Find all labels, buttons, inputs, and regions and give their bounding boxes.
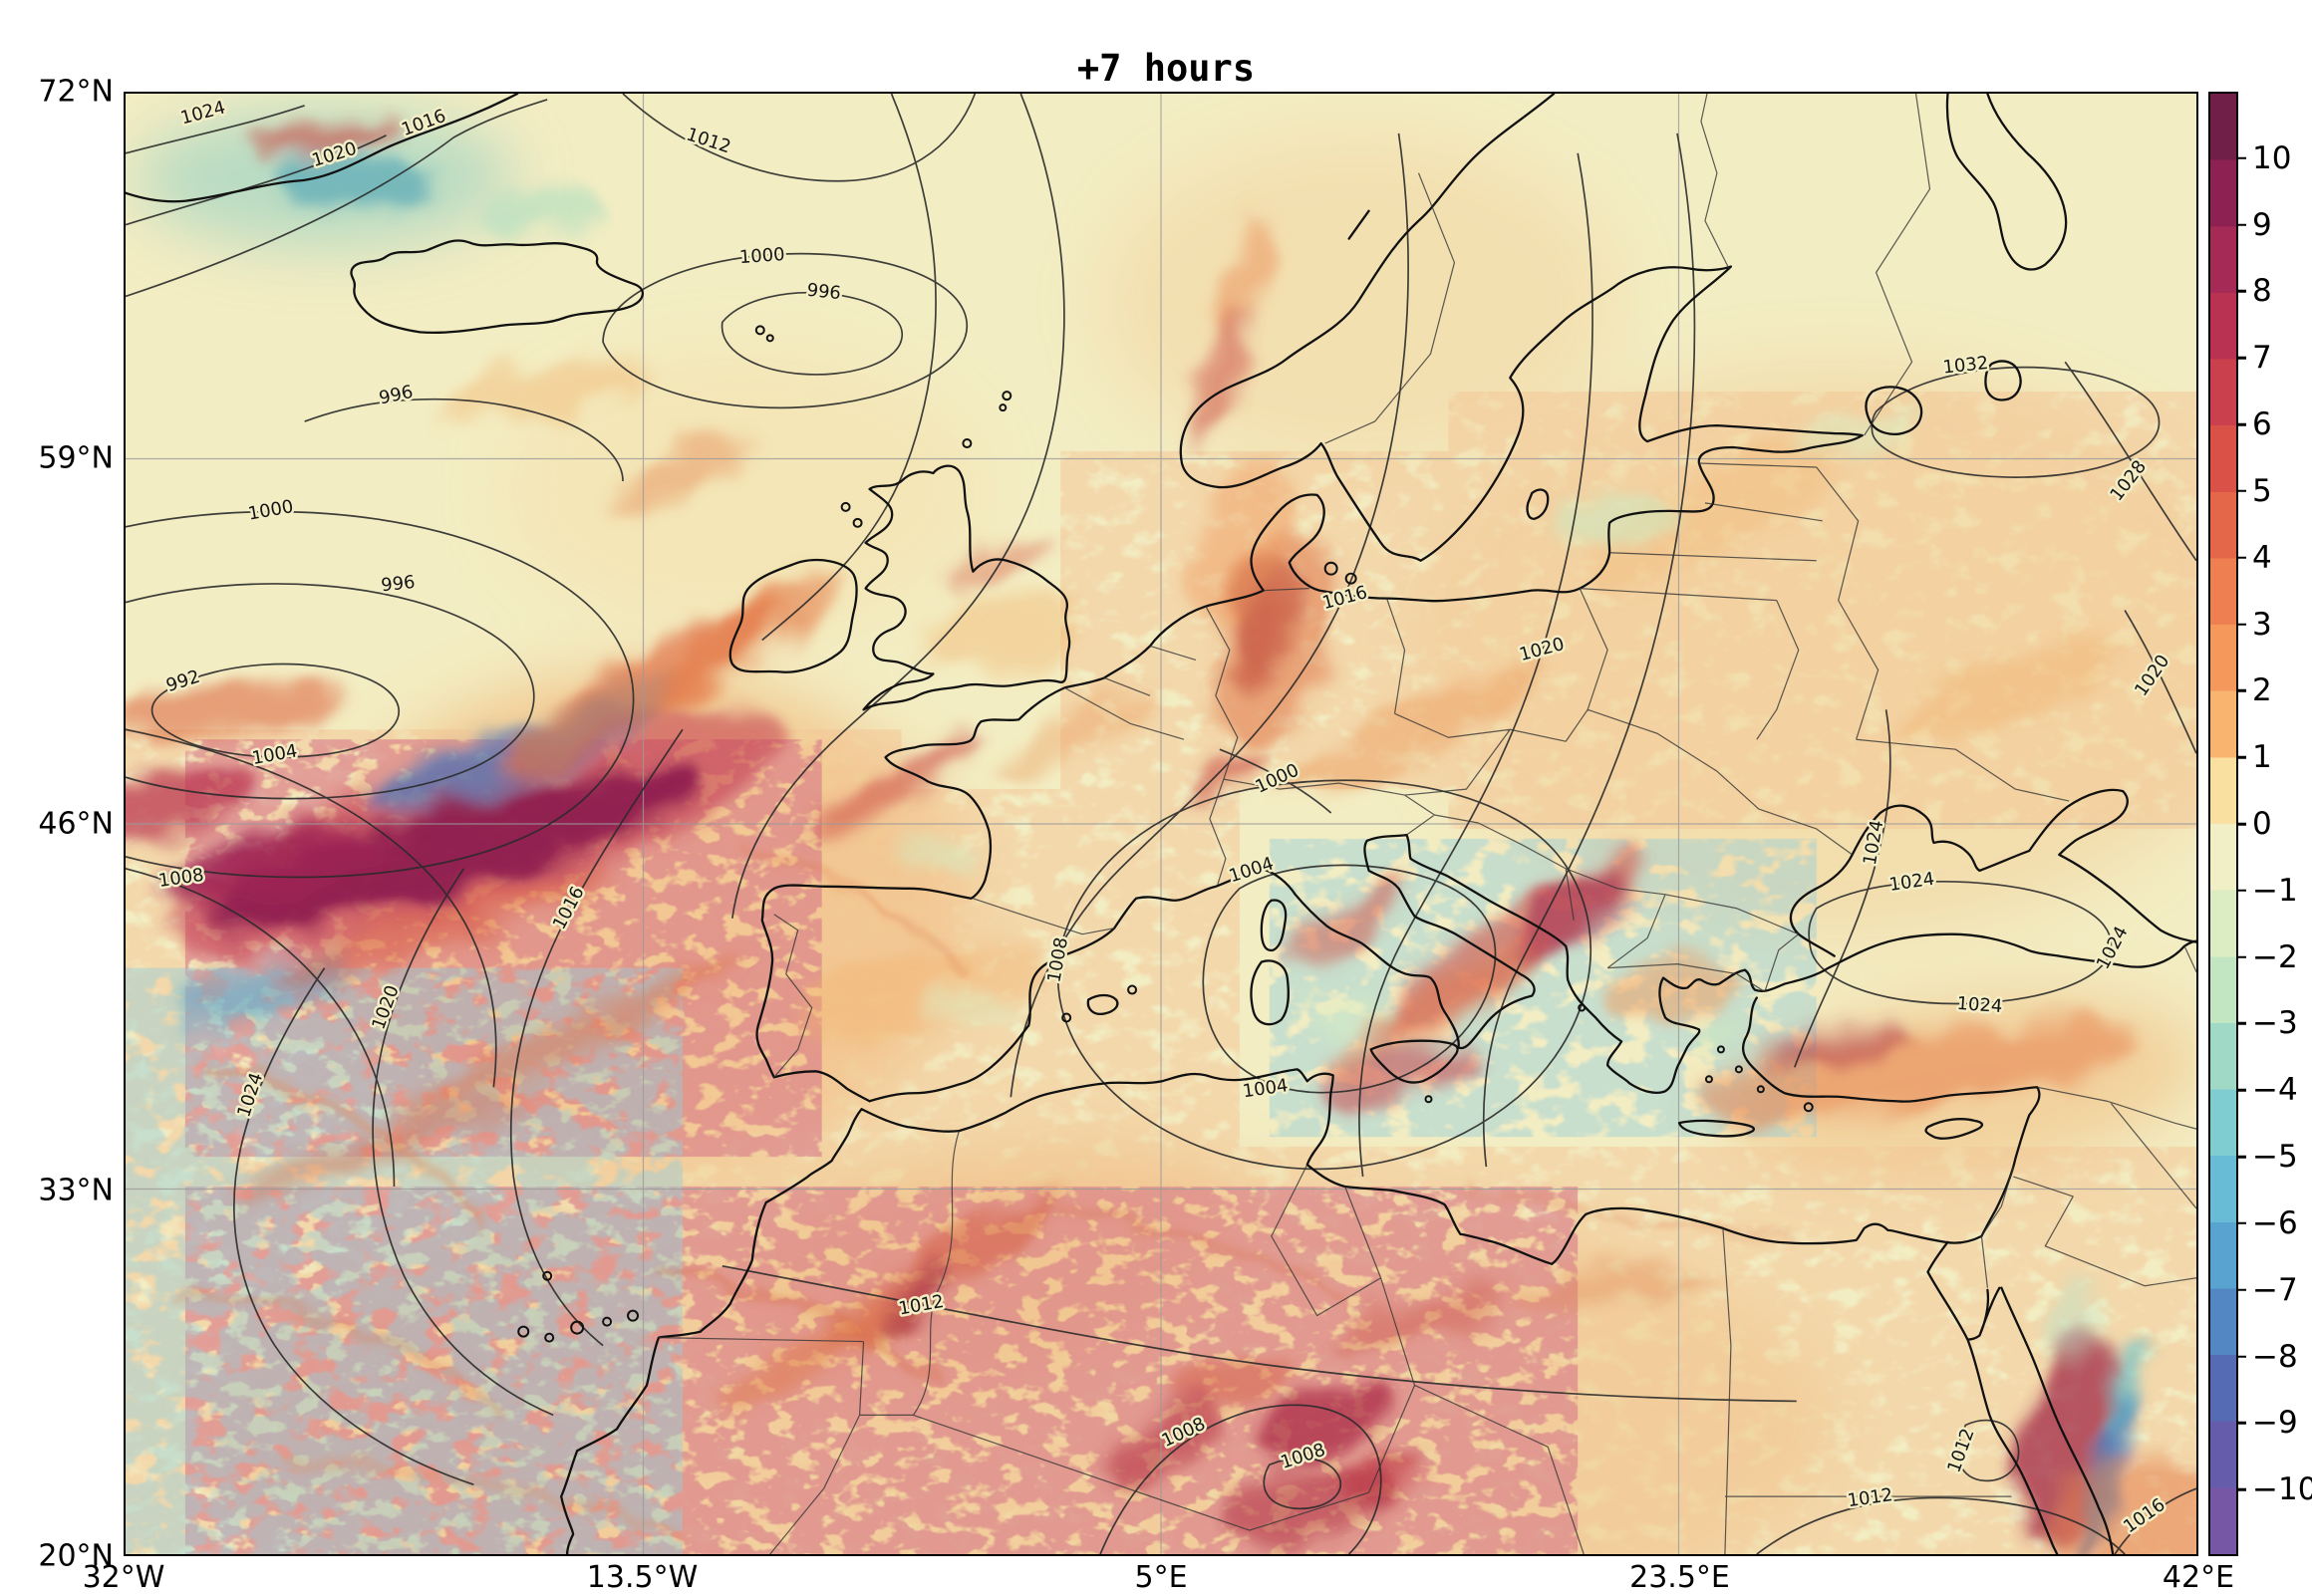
colorbar-tick-label: 1 [2252, 739, 2272, 776]
colorbar-tick-mark [2238, 1355, 2246, 1358]
coast-white-sea [1945, 94, 2068, 271]
colorbar-tick-label: −10 [2252, 1471, 2312, 1508]
small-islands [517, 325, 1814, 1343]
map-plot: 1024 1020 1016 1012 1000 996 996 1000 996 992 1004… [124, 92, 2198, 1556]
colorbar-tick-label: 0 [2252, 806, 2272, 842]
colorbar-tick-mark [2238, 689, 2246, 692]
colorbar-tick-label: −1 [2252, 872, 2298, 909]
y-axis-tick-label: 46°N [38, 806, 114, 842]
y-axis-tick-label: 59°N [38, 440, 114, 475]
coast-great-britain [862, 464, 1071, 711]
coast-iceland [350, 239, 644, 335]
x-axis-tick-label: 42°E [2162, 1560, 2235, 1595]
colorbar-tick-mark [2238, 1487, 2246, 1491]
colorbar-tick-mark [2238, 1221, 2246, 1225]
colorbar-tick-label: −2 [2252, 938, 2298, 975]
x-axis: 32°W 13.5°W 5°E 23.5°E 42°E [83, 1560, 2234, 1596]
coast-black-sea [1789, 788, 2196, 957]
island-lofoten [1347, 209, 1370, 240]
island-corsica [1260, 899, 1288, 952]
isobar-label: 996 [806, 280, 842, 304]
colorbar-tick-label: −9 [2252, 1405, 2298, 1442]
coast-turkey-africa [560, 996, 2041, 1554]
coast-greenland [126, 94, 519, 203]
island-cyprus [1924, 1118, 1984, 1140]
x-axis-tick-label: 23.5°E [1629, 1560, 1730, 1595]
island-crete [1677, 1119, 1755, 1138]
graticule [126, 94, 2196, 1554]
colorbar-tick-mark [2238, 1155, 2246, 1159]
colorbar-tick-mark [2238, 755, 2246, 759]
colorbar-tick-mark [2238, 1022, 2246, 1025]
colorbar [2208, 92, 2238, 1556]
colorbar-tick-mark [2238, 889, 2246, 893]
colorbar-tick-mark [2238, 623, 2246, 626]
colorbar-tick-mark [2238, 290, 2246, 293]
colorbar-tick-label: 8 [2252, 273, 2272, 310]
lake-onega [1984, 360, 2022, 401]
colorbar-tick-mark [2238, 1089, 2246, 1092]
x-axis-tick-label: 5°E [1134, 1560, 1188, 1595]
coast-mediterranean-north [868, 833, 2196, 1103]
island-sicily [1369, 1039, 1459, 1084]
coast-red-sea [1926, 1240, 2115, 1554]
island-gotland [1526, 488, 1550, 520]
colorbar-tick-label: −4 [2252, 1072, 2298, 1109]
y-axis-tick-label: 72°N [38, 74, 114, 110]
colorbar-tick-label: 5 [2252, 472, 2272, 509]
lake-ladoga [1865, 386, 1923, 435]
colorbar-tick-label: 10 [2252, 139, 2292, 176]
coast-ireland [728, 558, 858, 673]
colorbar-tick-mark [2238, 822, 2246, 826]
colorbar-tick-mark [2238, 223, 2246, 226]
y-axis: 72°N 59°N 46°N 33°N 20°N [0, 75, 118, 1574]
colorbar-tick-label: 7 [2252, 340, 2272, 377]
x-axis-tick-label: 32°W [82, 1560, 165, 1595]
isobar-label: 1000 [738, 244, 785, 268]
colorbar-tick-labels: 10 9 8 7 6 5 4 3 2 1 0 −1 −2 −3 −4 −5 −6 −7 −8 −9 −10 [2252, 92, 2312, 1556]
country-borders [658, 94, 2196, 1554]
coastlines [126, 94, 2196, 1554]
colorbar-tick-mark [2238, 955, 2246, 958]
colorbar-tick-mark [2238, 422, 2246, 426]
colorbar-tick-mark [2238, 156, 2246, 160]
colorbar-tick-label: 3 [2252, 606, 2272, 643]
y-axis-tick-label: 20°N [38, 1538, 114, 1574]
colorbar-tick-label: 9 [2252, 206, 2272, 243]
colorbar-tick-mark [2238, 556, 2246, 559]
island-mallorca [1086, 993, 1119, 1016]
colorbar-tick-label: −3 [2252, 1005, 2298, 1042]
colorbar-gradient [2210, 94, 2236, 1554]
colorbar-tick-mark [2238, 1422, 2246, 1425]
x-axis-tick-label: 13.5°W [586, 1560, 699, 1595]
colorbar-tick-label: −8 [2252, 1338, 2298, 1375]
colorbar-tick-marks [2238, 92, 2248, 1556]
colorbar-tick-mark [2238, 1288, 2246, 1291]
colorbar-tick-label: 2 [2252, 672, 2272, 709]
map-canvas: 1024102010161012100099699610009969921004… [126, 94, 2196, 1554]
colorbar-tick-label: −5 [2252, 1139, 2298, 1176]
colorbar-tick-label: −6 [2252, 1204, 2298, 1241]
coast-scandinavia [1179, 94, 1864, 562]
colorbar-tick-label: −7 [2252, 1271, 2298, 1308]
colorbar-tick-mark [2238, 489, 2246, 493]
island-sardinia [1250, 959, 1290, 1026]
coast-baltic-westeurope [755, 433, 1864, 1103]
y-axis-tick-label: 33°N [38, 1173, 114, 1207]
isobars [126, 94, 2196, 1554]
colorbar-tick-mark [2238, 357, 2246, 360]
colorbar-tick-label: 6 [2252, 406, 2272, 443]
lead-time-label: +7 hours [1076, 47, 1256, 90]
colorbar-tick-label: 4 [2252, 539, 2272, 576]
isobar-label: 1024 [1956, 993, 2003, 1017]
isobar-label: 996 [380, 572, 416, 596]
